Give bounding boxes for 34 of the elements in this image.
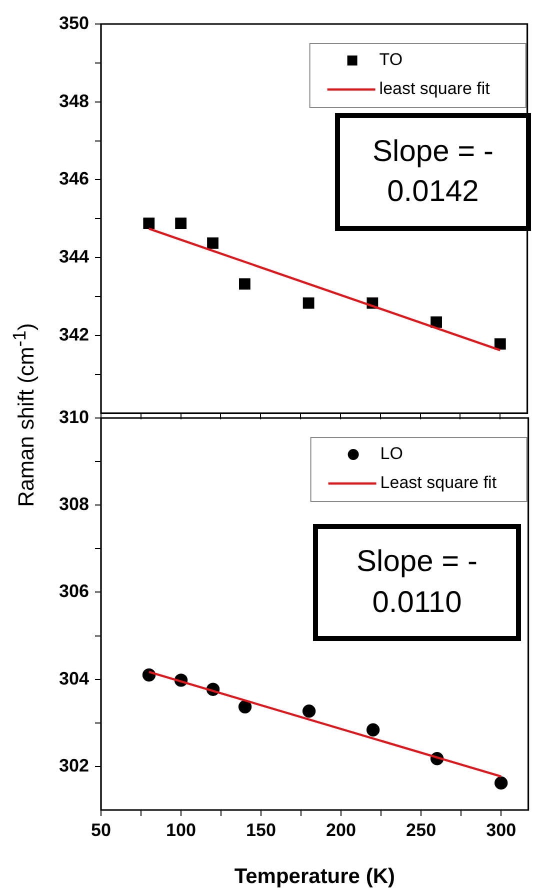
x-tick-label: 250 xyxy=(406,820,436,840)
annotation: Slope = - 0.0110 xyxy=(313,524,521,641)
point xyxy=(143,218,155,229)
x-axis-title: Temperature (K) xyxy=(234,865,395,888)
y-tick-label: 346 xyxy=(58,168,89,189)
annotation: Slope = - 0.0142 xyxy=(335,113,531,231)
point xyxy=(238,700,252,714)
point xyxy=(175,218,187,229)
legend-label: Least square fit xyxy=(380,473,497,492)
point xyxy=(366,723,380,736)
x-tick-label: 300 xyxy=(486,820,516,840)
legend-label: least square fit xyxy=(379,79,490,98)
y-tick-label: 344 xyxy=(58,246,89,266)
x-tick-label: 200 xyxy=(326,820,356,840)
y-tick-label: 310 xyxy=(58,406,89,427)
x-tick-label: 150 xyxy=(246,820,276,840)
y-tick-label: 350 xyxy=(58,12,89,33)
y-tick-label: 306 xyxy=(58,581,89,602)
point xyxy=(239,278,250,290)
point xyxy=(430,316,442,328)
x-tick-label: 50 xyxy=(90,820,112,840)
point xyxy=(207,237,218,249)
point xyxy=(302,297,314,309)
point xyxy=(494,776,508,790)
y-tick-label: 342 xyxy=(58,324,89,344)
y-tick-label: 302 xyxy=(58,755,89,776)
y-tick-label: 348 xyxy=(58,90,89,111)
y-tick-label: 308 xyxy=(58,494,89,514)
legend-label: LO xyxy=(380,444,403,464)
y-tick-label: 304 xyxy=(58,668,89,688)
point xyxy=(302,704,316,718)
point xyxy=(494,338,506,350)
x-tick-label: 100 xyxy=(166,820,196,840)
legend-label: TO xyxy=(379,50,403,70)
